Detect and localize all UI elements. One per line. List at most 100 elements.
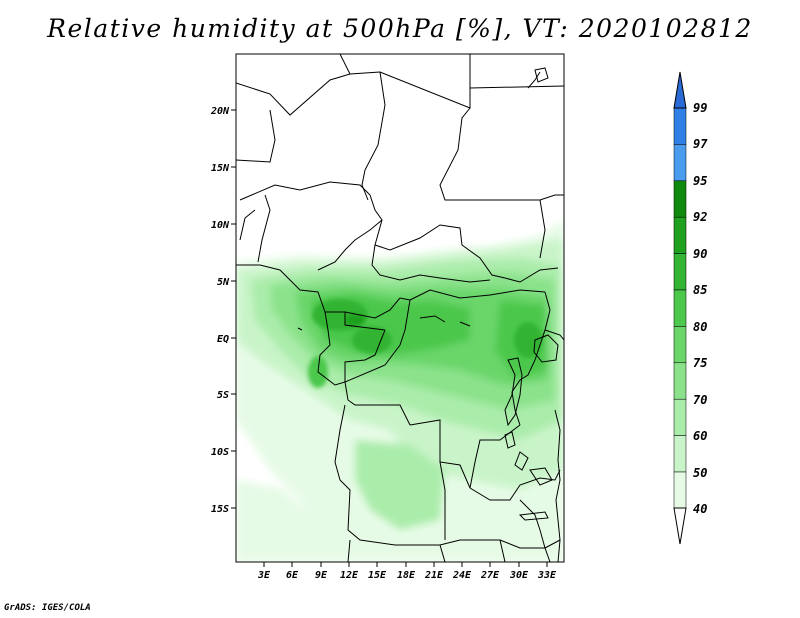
- border-line: [519, 499, 551, 562]
- colorbar-segment: [673, 471, 687, 509]
- chart-title: Relative humidity at 500hPa [%], VT: 202…: [47, 14, 753, 43]
- lon-label: 24E: [452, 570, 472, 581]
- colorbar-segment: [673, 144, 687, 182]
- border-line: [374, 219, 559, 283]
- colorbar-top-arrow: [673, 71, 687, 109]
- colorbar-label: 75: [693, 356, 707, 370]
- lat-label: EQ: [217, 334, 229, 345]
- colorbar-segment: [673, 362, 687, 400]
- border-line: [499, 539, 506, 562]
- humidity-region-40-south: [236, 480, 380, 562]
- lat-label: 5S: [217, 390, 229, 401]
- lon-label: 15E: [368, 570, 387, 581]
- colorbar-segment: [673, 107, 687, 145]
- island-outline: [297, 327, 303, 331]
- lake-outline: [529, 467, 553, 486]
- lon-label: 18E: [397, 570, 416, 581]
- colorbar-label: 50: [693, 466, 707, 480]
- lake-outline: [514, 451, 529, 471]
- latitude-labels: 20N 15N 10N 5N EQ 5S 10S 15S: [210, 106, 230, 515]
- border-line: [347, 539, 351, 562]
- colorbar-segment: [673, 216, 687, 254]
- humidity-cell-85-central: [352, 326, 392, 354]
- border-line: [317, 311, 386, 386]
- colorbar-label: 80: [693, 320, 707, 334]
- border-line: [439, 107, 564, 201]
- colorbar-bottom-arrow: [673, 507, 687, 545]
- lon-label: 6E: [286, 570, 299, 581]
- border-line: [439, 544, 446, 562]
- lake-outline: [533, 334, 559, 363]
- humidity-region-60-south: [355, 440, 445, 530]
- lon-label: 12E: [340, 570, 359, 581]
- lake-outline: [518, 511, 549, 521]
- colorbar-label: 99: [693, 101, 707, 115]
- lon-label: 33E: [537, 570, 557, 581]
- colorbar-label: 92: [693, 210, 707, 224]
- border-line: [344, 297, 401, 319]
- coastline: [554, 409, 561, 562]
- colorbar-label: 95: [693, 174, 707, 188]
- lake-outline: [504, 357, 523, 427]
- colorbar-segments: [673, 107, 687, 509]
- border-line: [371, 244, 491, 283]
- humidity-cell-90: [345, 314, 365, 326]
- border-line: [361, 71, 386, 201]
- border-line: [236, 264, 386, 331]
- border-line: [239, 209, 256, 241]
- colorbar-labels: 99 97 95 92 90 85 80 75 70 60 50 40: [693, 101, 708, 516]
- border-line: [236, 109, 276, 163]
- border-line: [539, 199, 546, 259]
- colorbar-label: 90: [693, 247, 707, 261]
- lon-label: 30E: [509, 570, 529, 581]
- colorbar-label: 85: [693, 283, 707, 297]
- lon-label: 21E: [424, 570, 444, 581]
- island-outline: [534, 67, 549, 83]
- colorbar-label: 40: [693, 502, 707, 516]
- colorbar-segment: [673, 398, 687, 436]
- border-line: [469, 424, 521, 489]
- colorbar-segment: [673, 253, 687, 291]
- colorbar-label: 70: [693, 393, 707, 407]
- lat-label: 15N: [211, 163, 230, 174]
- colorbar-segment: [673, 435, 687, 473]
- lat-label: 15S: [211, 504, 229, 515]
- longitude-labels: 3E 6E 9E 12E 15E 18E 21E 24E 27E 30E 33E: [257, 570, 557, 581]
- border-line: [344, 297, 411, 426]
- border-line: [511, 291, 551, 426]
- border-line: [409, 289, 546, 301]
- border-line: [544, 539, 561, 549]
- colorbar-label: 97: [693, 137, 708, 151]
- lat-label: 5N: [217, 277, 230, 288]
- border-line: [439, 461, 446, 540]
- lon-label: 27E: [480, 570, 500, 581]
- coastline: [527, 71, 541, 89]
- colorbar-segment: [673, 289, 687, 327]
- lat-label: 10N: [211, 220, 230, 231]
- colorbar-label: 60: [693, 429, 707, 443]
- border-line: [469, 469, 561, 501]
- lon-label: 9E: [315, 570, 328, 581]
- country-borders: [236, 54, 564, 562]
- border-line: [239, 181, 371, 201]
- border-line: [379, 54, 471, 109]
- river-outline: [459, 321, 471, 327]
- humidity-cell-85-east: [514, 322, 542, 358]
- lake-outline: [504, 431, 516, 449]
- border-line: [317, 194, 383, 271]
- border-line: [236, 71, 381, 116]
- humidity-field: [236, 220, 564, 562]
- river-outline: [419, 315, 446, 323]
- border-line: [339, 54, 351, 75]
- colorbar-segment: [673, 326, 687, 364]
- colorbar: 99 97 95 92 90 85 80 75 70 60 50 40: [673, 71, 708, 545]
- lat-label: 10S: [211, 447, 229, 458]
- border-line: [469, 85, 564, 89]
- lat-label: 20N: [210, 106, 230, 117]
- grads-credit: GrADS: IGES/COLA: [4, 603, 91, 613]
- border-line: [257, 194, 271, 263]
- lon-label: 3E: [257, 570, 271, 581]
- colorbar-segment: [673, 180, 687, 218]
- border-line: [544, 329, 564, 341]
